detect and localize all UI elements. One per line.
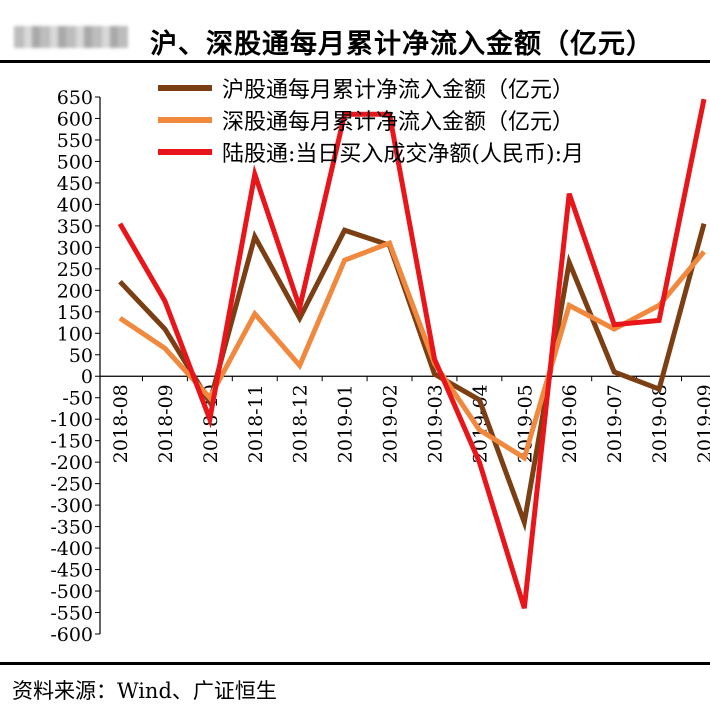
legend-swatch [158, 149, 212, 155]
y-tick-label: 100 [57, 323, 93, 345]
y-tick-label: 500 [57, 151, 93, 173]
source-note: 资料来源：Wind、广证恒生 [12, 679, 277, 703]
x-tick-label: 2019-02 [380, 384, 402, 463]
y-tick-label: 600 [57, 108, 93, 130]
y-tick-label: -200 [50, 452, 93, 474]
y-tick-label: -600 [50, 624, 93, 646]
y-tick-label: 450 [57, 173, 93, 195]
top-rule [0, 60, 710, 63]
y-tick-label: 350 [57, 216, 93, 238]
chart-legend: 沪股通每月累计净流入金额（亿元） 深股通每月累计净流入金额（亿元） 陆股通:当日买入… [158, 72, 584, 168]
y-tick-label: -100 [50, 409, 93, 431]
x-tick-label: 2019-01 [335, 384, 357, 463]
x-tick-label: 2019-09 [694, 384, 710, 463]
y-tick-label: 150 [57, 302, 93, 324]
y-tick-label: 200 [57, 280, 93, 302]
redacted-logo [14, 26, 128, 48]
x-tick-label: 2019-08 [649, 384, 671, 463]
legend-label: 深股通每月累计净流入金额（亿元） [222, 110, 575, 135]
x-tick-label: 2019-07 [604, 384, 626, 463]
bottom-rule [0, 662, 710, 665]
chart-title: 沪、深股通每月累计净流入金额（亿元） [150, 29, 654, 60]
x-tick-label: 2018-08 [110, 384, 132, 463]
y-tick-label: 550 [57, 130, 93, 152]
y-tick-label: -50 [62, 388, 93, 410]
legend-label: 沪股通每月累计净流入金额（亿元） [222, 78, 575, 103]
y-tick-label: 50 [69, 345, 93, 367]
y-tick-label: -350 [50, 517, 93, 539]
y-tick-label: -550 [50, 603, 93, 625]
series-line-3 [117, 98, 707, 609]
legend-item: 沪股通每月累计净流入金额（亿元） [158, 72, 584, 104]
x-tick-label: 2019-06 [559, 384, 581, 463]
y-tick-label: 400 [57, 194, 93, 216]
y-tick-label: -150 [50, 431, 93, 453]
series-line-1 [118, 223, 707, 532]
x-tick-label: 2018-09 [155, 384, 177, 463]
legend-item: 陆股通:当日买入成交净额(人民币):月 [158, 136, 584, 168]
legend-label: 陆股通:当日买入成交净额(人民币):月 [222, 142, 584, 167]
line-chart: -600-550-500-450-400-350-300-250-200-150… [50, 87, 710, 646]
x-tick-label: 2019-03 [424, 384, 446, 463]
x-tick-label: 2018-12 [290, 384, 312, 463]
y-tick-label: -300 [50, 495, 93, 517]
x-tick-label: 2019-04 [469, 384, 491, 463]
legend-item: 深股通每月累计净流入金额（亿元） [158, 104, 584, 136]
y-tick-label: -500 [50, 581, 93, 603]
legend-swatch [158, 117, 212, 123]
legend-swatch [158, 85, 212, 91]
x-tick-label: 2018-11 [245, 384, 267, 463]
y-tick-label: -400 [50, 538, 93, 560]
y-tick-label: 650 [57, 87, 93, 109]
y-tick-label: 0 [81, 366, 93, 388]
y-tick-label: 300 [57, 237, 93, 259]
y-tick-label: 250 [57, 259, 93, 281]
y-tick-label: -450 [50, 560, 93, 582]
y-tick-label: -250 [50, 474, 93, 496]
